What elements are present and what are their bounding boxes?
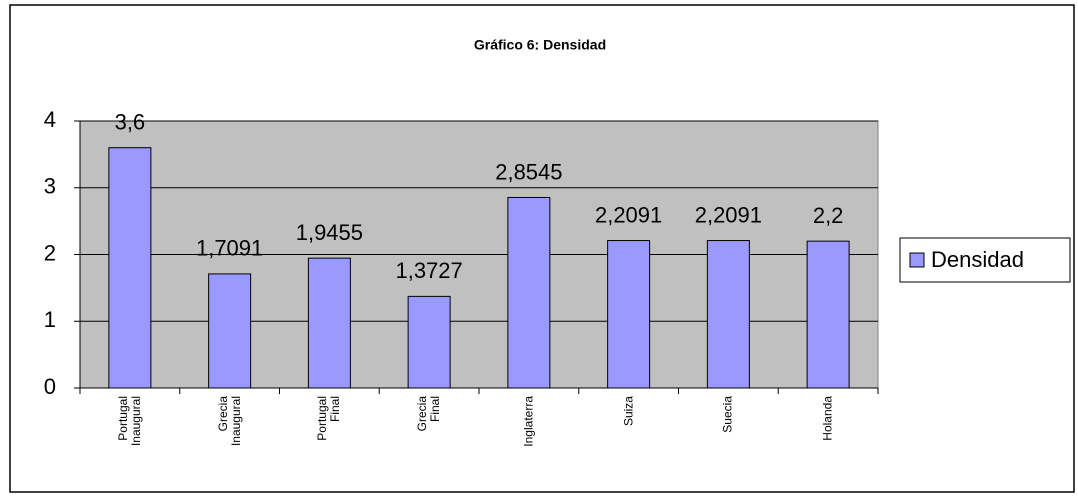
x-tick-label: Portugal Final: [315, 396, 343, 441]
x-tick-label: Portugal Inaugural: [115, 396, 143, 447]
data-label: 2,2: [813, 203, 844, 228]
x-tick-label: Suiza: [621, 396, 636, 427]
legend-box: [899, 237, 1071, 283]
bar: [108, 147, 152, 389]
data-label: 1,7091: [196, 236, 263, 261]
y-tick-label: 0: [44, 374, 56, 399]
x-tick-label: Grecia Final: [415, 396, 443, 432]
x-tick-label: Grecia Inaugural: [215, 396, 243, 447]
bar: [208, 273, 252, 389]
bar: [507, 196, 551, 389]
y-tick-label: 1: [44, 307, 56, 332]
bar: [706, 240, 750, 389]
bar: [607, 240, 651, 389]
x-tick-label: Holanda: [820, 396, 835, 441]
x-tick-label: Suecia: [720, 396, 735, 433]
x-tick-label: Inglaterra: [521, 396, 536, 447]
legend-swatch: [909, 252, 925, 268]
y-tick-label: 3: [44, 174, 56, 199]
bar: [307, 257, 351, 389]
data-label: 1,9455: [296, 220, 363, 245]
data-label: 2,2091: [695, 202, 762, 227]
legend-label: Densidad: [931, 247, 1024, 272]
data-label: 2,2091: [595, 202, 662, 227]
data-label: 2,8545: [495, 159, 562, 184]
bar: [806, 240, 850, 389]
y-tick-label: 2: [44, 240, 56, 265]
chart-title: Gráfico 6: Densidad: [474, 37, 606, 53]
y-tick-label: 4: [44, 107, 56, 132]
data-label: 1,3727: [395, 258, 462, 283]
bar: [407, 295, 451, 389]
data-label: 3,6: [115, 110, 146, 135]
